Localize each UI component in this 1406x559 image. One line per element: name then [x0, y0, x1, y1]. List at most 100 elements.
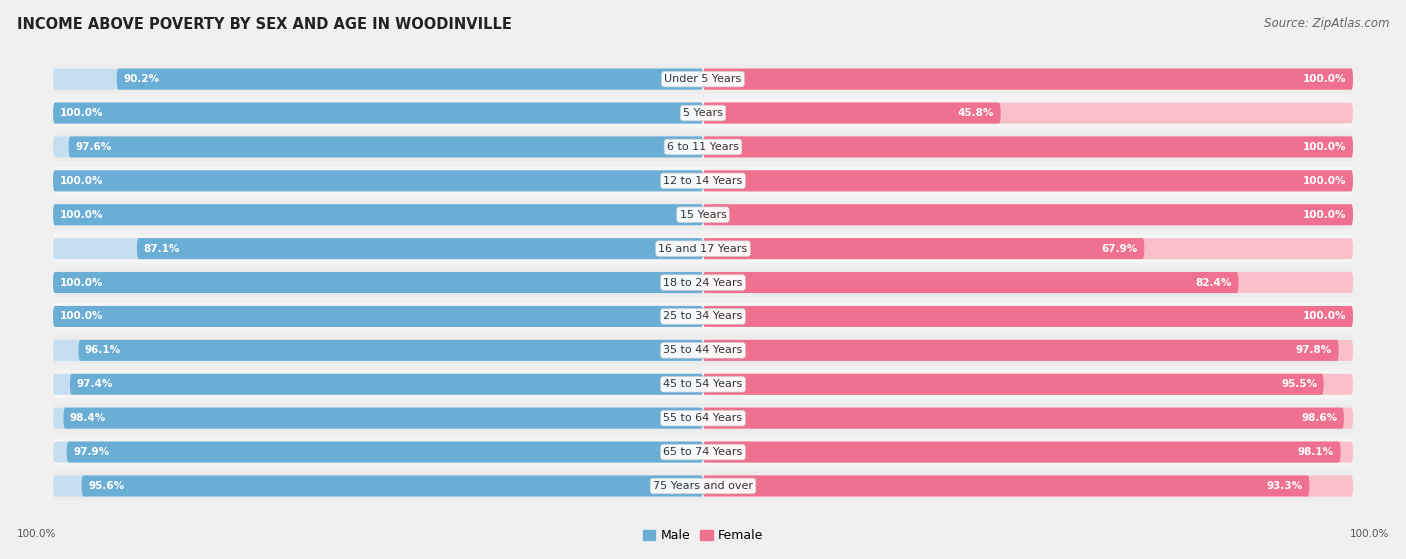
Text: 97.6%: 97.6%	[75, 142, 111, 152]
Text: 6 to 11 Years: 6 to 11 Years	[666, 142, 740, 152]
Text: 18 to 24 Years: 18 to 24 Years	[664, 278, 742, 287]
FancyBboxPatch shape	[53, 272, 703, 293]
Text: INCOME ABOVE POVERTY BY SEX AND AGE IN WOODINVILLE: INCOME ABOVE POVERTY BY SEX AND AGE IN W…	[17, 17, 512, 32]
FancyBboxPatch shape	[703, 204, 1353, 225]
Text: 97.8%: 97.8%	[1296, 345, 1331, 356]
FancyBboxPatch shape	[703, 102, 1353, 124]
FancyBboxPatch shape	[703, 136, 1353, 158]
FancyBboxPatch shape	[703, 408, 1353, 429]
FancyBboxPatch shape	[703, 340, 1339, 361]
FancyBboxPatch shape	[53, 472, 1353, 500]
FancyBboxPatch shape	[53, 404, 1353, 433]
FancyBboxPatch shape	[53, 438, 1353, 466]
FancyBboxPatch shape	[703, 340, 1353, 361]
FancyBboxPatch shape	[53, 204, 703, 225]
FancyBboxPatch shape	[703, 476, 1309, 496]
FancyBboxPatch shape	[53, 374, 703, 395]
FancyBboxPatch shape	[703, 306, 1353, 327]
FancyBboxPatch shape	[703, 374, 1353, 395]
Text: 100.0%: 100.0%	[59, 108, 103, 118]
Text: 100.0%: 100.0%	[59, 176, 103, 186]
FancyBboxPatch shape	[53, 234, 1353, 263]
Text: 98.1%: 98.1%	[1298, 447, 1334, 457]
FancyBboxPatch shape	[117, 69, 703, 89]
FancyBboxPatch shape	[69, 136, 703, 158]
Text: 100.0%: 100.0%	[59, 210, 103, 220]
FancyBboxPatch shape	[53, 272, 703, 293]
Text: 75 Years and over: 75 Years and over	[652, 481, 754, 491]
FancyBboxPatch shape	[703, 170, 1353, 191]
Text: 45.8%: 45.8%	[957, 108, 994, 118]
FancyBboxPatch shape	[703, 69, 1353, 89]
FancyBboxPatch shape	[53, 98, 1353, 127]
FancyBboxPatch shape	[703, 102, 1001, 124]
FancyBboxPatch shape	[53, 302, 1353, 331]
FancyBboxPatch shape	[53, 408, 703, 429]
Text: 16 and 17 Years: 16 and 17 Years	[658, 244, 748, 254]
FancyBboxPatch shape	[703, 238, 1353, 259]
FancyBboxPatch shape	[53, 102, 703, 124]
FancyBboxPatch shape	[53, 336, 1353, 365]
FancyBboxPatch shape	[53, 167, 1353, 195]
FancyBboxPatch shape	[53, 306, 703, 327]
Text: Under 5 Years: Under 5 Years	[665, 74, 741, 84]
FancyBboxPatch shape	[53, 476, 703, 496]
Text: 45 to 54 Years: 45 to 54 Years	[664, 379, 742, 389]
FancyBboxPatch shape	[703, 442, 1353, 463]
FancyBboxPatch shape	[53, 238, 703, 259]
FancyBboxPatch shape	[53, 132, 1353, 162]
FancyBboxPatch shape	[703, 238, 1144, 259]
Text: 5 Years: 5 Years	[683, 108, 723, 118]
FancyBboxPatch shape	[53, 65, 1353, 93]
FancyBboxPatch shape	[53, 370, 1353, 399]
Text: 12 to 14 Years: 12 to 14 Years	[664, 176, 742, 186]
FancyBboxPatch shape	[53, 268, 1353, 297]
Text: 100.0%: 100.0%	[59, 311, 103, 321]
Text: 87.1%: 87.1%	[143, 244, 180, 254]
FancyBboxPatch shape	[703, 136, 1353, 158]
Legend: Male, Female: Male, Female	[638, 524, 768, 547]
Text: 95.5%: 95.5%	[1281, 379, 1317, 389]
Text: 100.0%: 100.0%	[1303, 210, 1347, 220]
FancyBboxPatch shape	[703, 272, 1239, 293]
FancyBboxPatch shape	[703, 170, 1353, 191]
FancyBboxPatch shape	[63, 408, 703, 429]
Text: 67.9%: 67.9%	[1101, 244, 1137, 254]
FancyBboxPatch shape	[53, 69, 703, 89]
Text: 100.0%: 100.0%	[17, 529, 56, 539]
Text: 82.4%: 82.4%	[1195, 278, 1232, 287]
FancyBboxPatch shape	[136, 238, 703, 259]
Text: 98.6%: 98.6%	[1301, 413, 1337, 423]
FancyBboxPatch shape	[703, 442, 1340, 463]
FancyBboxPatch shape	[703, 476, 1353, 496]
FancyBboxPatch shape	[703, 69, 1353, 89]
FancyBboxPatch shape	[66, 442, 703, 463]
FancyBboxPatch shape	[703, 374, 1323, 395]
Text: 35 to 44 Years: 35 to 44 Years	[664, 345, 742, 356]
FancyBboxPatch shape	[82, 476, 703, 496]
Text: 97.4%: 97.4%	[76, 379, 112, 389]
Text: 98.4%: 98.4%	[70, 413, 107, 423]
Text: 90.2%: 90.2%	[124, 74, 159, 84]
Text: 100.0%: 100.0%	[1303, 311, 1347, 321]
FancyBboxPatch shape	[53, 170, 703, 191]
FancyBboxPatch shape	[53, 306, 703, 327]
Text: 97.9%: 97.9%	[73, 447, 110, 457]
FancyBboxPatch shape	[703, 306, 1353, 327]
Text: 100.0%: 100.0%	[1303, 176, 1347, 186]
FancyBboxPatch shape	[70, 374, 703, 395]
FancyBboxPatch shape	[53, 136, 703, 158]
FancyBboxPatch shape	[79, 340, 703, 361]
Text: 100.0%: 100.0%	[1303, 74, 1347, 84]
Text: 15 Years: 15 Years	[679, 210, 727, 220]
Text: 25 to 34 Years: 25 to 34 Years	[664, 311, 742, 321]
FancyBboxPatch shape	[703, 408, 1344, 429]
FancyBboxPatch shape	[53, 200, 1353, 229]
Text: Source: ZipAtlas.com: Source: ZipAtlas.com	[1264, 17, 1389, 30]
FancyBboxPatch shape	[53, 102, 703, 124]
FancyBboxPatch shape	[703, 272, 1353, 293]
FancyBboxPatch shape	[53, 204, 703, 225]
Text: 100.0%: 100.0%	[59, 278, 103, 287]
Text: 96.1%: 96.1%	[84, 345, 121, 356]
Text: 95.6%: 95.6%	[89, 481, 124, 491]
